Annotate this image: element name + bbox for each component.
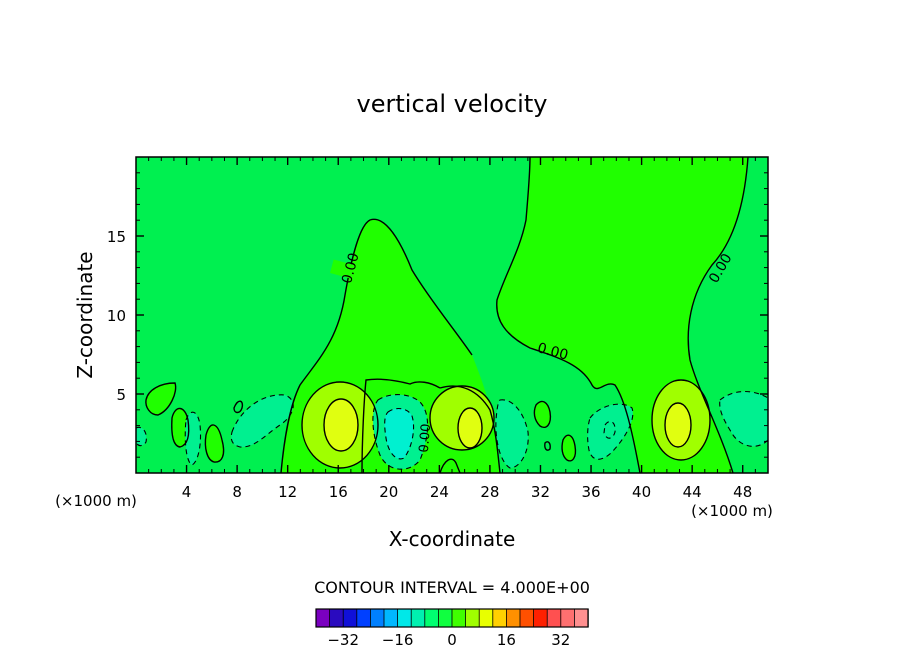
colorbar-swatch-3	[356, 608, 372, 628]
y-axis-title: Z-coordinate	[73, 251, 97, 378]
colorbar-swatch-11	[465, 608, 480, 628]
updraft-peak-26km	[458, 408, 482, 448]
negative-contour-30km	[495, 399, 529, 469]
x-tick-label-12: 12	[278, 483, 297, 501]
colorbar-swatch-2	[342, 608, 358, 628]
contour-small-2	[561, 434, 577, 462]
colorbar-swatch-15	[519, 608, 535, 628]
contour-west-1	[145, 382, 177, 416]
downdraft-region-10km	[231, 394, 294, 448]
downdraft-region-30km	[495, 399, 529, 468]
x-tick-label-16: 16	[329, 483, 348, 501]
downdraft-region-48km	[719, 391, 768, 447]
contour-label-zero-4: 0.00	[417, 423, 434, 453]
x-unit-label-right: (×1000 m)	[691, 502, 773, 520]
x-tick-label-40: 40	[632, 483, 651, 501]
updraft-peak-16km	[324, 399, 358, 451]
contour-8-26km	[457, 407, 483, 449]
x-axis-ticks: 4 8 12 16 20 24 28 32 36 40 44 48	[148, 157, 756, 501]
colorbar-swatch-18	[560, 608, 576, 628]
x-tick-label-8: 8	[232, 483, 242, 501]
contour-label-zero-2: 0.00	[536, 340, 570, 364]
positive-region-west-1	[145, 383, 176, 415]
y-tick-label-5: 5	[116, 386, 126, 404]
zero-contour-far-east	[687, 157, 749, 473]
x-tick-label-20: 20	[379, 483, 398, 501]
contour-tiny-2	[544, 441, 551, 451]
dashed-contours	[136, 390, 768, 470]
colorbar-swatch-10	[451, 608, 467, 628]
plot-area: 0.00 0.00 0.00 0.00	[136, 157, 768, 473]
x-tick-label-24: 24	[430, 483, 449, 501]
x-unit-label-left: (×1000 m)	[55, 492, 137, 510]
colorbar-label-4: 32	[551, 631, 570, 649]
colorbar-swatch-4	[369, 608, 385, 628]
colorbar-swatch-8	[424, 608, 440, 628]
x-tick-label-48: 48	[733, 483, 752, 501]
contour-4-43km	[651, 379, 711, 461]
y-tick-label-15: 15	[107, 228, 126, 246]
colorbar-swatch-14	[505, 608, 521, 628]
colorbar-label-3: 16	[497, 631, 516, 649]
colorbar-swatch-13	[492, 608, 508, 628]
negative-contour-0km	[136, 426, 147, 447]
negative-contour-10km	[230, 394, 294, 448]
contour-label-zero-1: 0.00	[339, 251, 363, 285]
contour-west-2	[171, 407, 190, 448]
positive-region-small-1	[534, 401, 551, 428]
contour-bottom-24km	[439, 458, 461, 473]
x-tick-label-28: 28	[480, 483, 499, 501]
solid-contours	[145, 157, 749, 473]
contour-8-16km	[323, 398, 359, 452]
positive-region-west-2	[171, 408, 189, 447]
colorbar-label-2: 0	[447, 631, 457, 649]
x-tick-label-4: 4	[182, 483, 192, 501]
colorbar-swatch-0	[315, 608, 331, 628]
contour-tiny	[233, 400, 244, 414]
downdraft-core-20km	[384, 408, 414, 459]
colorbar-swatch-19	[574, 608, 589, 628]
contour-interval-text: CONTOUR INTERVAL = 4.000E+00	[314, 578, 590, 597]
negative-contour-37km-inner	[603, 420, 616, 439]
y-tick-label-10: 10	[107, 307, 126, 325]
x-tick-label-32: 32	[531, 483, 550, 501]
colorbar-frame	[315, 608, 589, 628]
zero-contour-mid	[361, 378, 441, 473]
x-tick-label-36: 36	[581, 483, 600, 501]
zero-contour-central	[280, 218, 473, 473]
negative-contour-5km	[184, 411, 202, 466]
colorbar-tick-labels: −32 −16 0 16 32	[327, 631, 570, 649]
colorbar-swatch-17	[546, 608, 562, 628]
positive-region-west-3	[205, 424, 224, 463]
colorbar-label-1: −16	[382, 631, 414, 649]
negative-contour-20km	[372, 394, 429, 470]
colorbar-swatch-16	[533, 608, 548, 628]
chart-title: vertical velocity	[357, 90, 548, 118]
x-axis-title: X-coordinate	[389, 527, 516, 551]
colorbar-swatch-12	[478, 608, 494, 628]
y-axis-ticks: 5 10 15	[107, 172, 768, 458]
colorbar-swatch-5	[383, 608, 399, 628]
negative-contour-37km	[587, 403, 634, 460]
contour-4-16km	[301, 381, 379, 469]
x-tick-label-44: 44	[683, 483, 702, 501]
contour-west-3	[204, 424, 225, 463]
colorbar-swatch-1	[329, 608, 344, 628]
negative-contour-48km	[719, 390, 768, 447]
contour-8-43km	[664, 402, 692, 448]
colorbar-label-0: −32	[327, 631, 359, 649]
contour-4-26km	[429, 385, 495, 451]
negative-contour-20km-inner	[384, 407, 415, 460]
colorbar-swatch-9	[437, 608, 453, 628]
colorbar-swatch-6	[397, 608, 412, 628]
colorbar-swatch-7	[410, 608, 426, 628]
zero-contour-east	[496, 157, 641, 473]
downdraft-region-37km	[587, 404, 633, 460]
positive-region-small-2	[562, 435, 576, 461]
updraft-peak-43km	[665, 403, 691, 447]
colorbar	[315, 608, 589, 628]
contour-small-1	[533, 400, 552, 429]
